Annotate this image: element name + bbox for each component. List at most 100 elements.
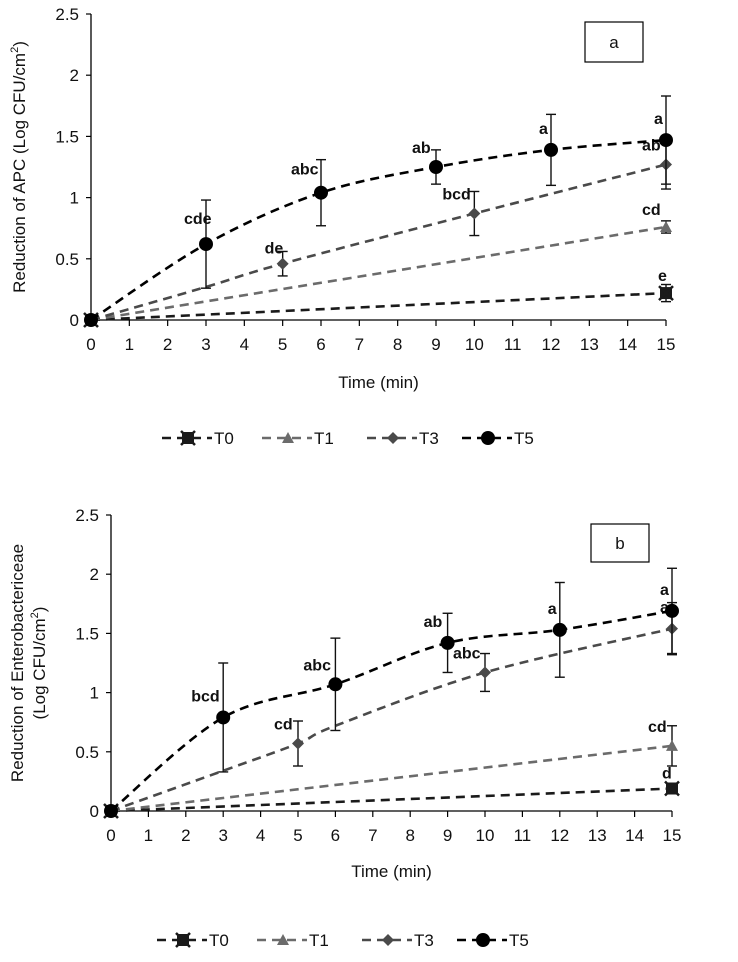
x-tick-label: 7 xyxy=(368,826,377,845)
significance-label: cd xyxy=(642,202,661,219)
data-point xyxy=(479,666,491,679)
marker-cross xyxy=(664,780,680,797)
series-T3: de bcd ab xyxy=(85,138,672,326)
panel-label: b xyxy=(615,534,624,553)
panel-label-box xyxy=(584,21,644,63)
x-tick-label: 2 xyxy=(181,826,190,845)
significance-label: cd xyxy=(648,719,667,736)
x-tick-label: 11 xyxy=(514,826,532,845)
legend-label: T1 xyxy=(314,429,334,448)
x-tick-label: 8 xyxy=(393,335,402,354)
x-tick-label: 11 xyxy=(504,335,522,354)
x-tick-label: 9 xyxy=(431,335,440,354)
x-tick-label: 8 xyxy=(405,826,414,845)
y-axis-title-line1: Reduction of Enterobactericeae xyxy=(8,544,27,782)
data-point xyxy=(552,622,567,637)
y-tick-label: 0.5 xyxy=(55,250,79,269)
y-axis-title-text: Reduction of APC (Log CFU/cm xyxy=(10,53,29,293)
significance-label: a xyxy=(548,601,557,618)
y-tick-label: 2.5 xyxy=(55,5,79,24)
legend-marker xyxy=(387,432,399,444)
x-tick-label: 3 xyxy=(218,826,227,845)
x-tick-label: 2 xyxy=(163,335,172,354)
y-axis-title-text: (Log CFU/cm xyxy=(30,618,49,719)
legend-label: T5 xyxy=(509,931,529,950)
data-point xyxy=(104,804,118,818)
x-tick-label: 3 xyxy=(201,335,210,354)
significance-label: abc xyxy=(453,645,481,662)
y-tick-label: 1 xyxy=(70,189,79,208)
panel-label-box xyxy=(590,523,650,563)
legend-marker xyxy=(282,432,294,443)
x-tick-label: 15 xyxy=(663,826,682,845)
significance-label: a xyxy=(654,111,663,128)
y-tick-label: 2 xyxy=(90,565,99,584)
legend-marker xyxy=(481,431,495,445)
data-point xyxy=(314,185,328,200)
significance-label: d xyxy=(662,766,672,783)
x-tick-label: 10 xyxy=(476,826,495,845)
legend-marker xyxy=(382,934,394,946)
legend-label: T1 xyxy=(309,931,329,950)
significance-label: bcd xyxy=(442,187,470,204)
y-tick-label: 1 xyxy=(90,684,99,703)
data-point xyxy=(276,257,289,270)
legend-label: T0 xyxy=(214,429,234,448)
x-tick-label: 1 xyxy=(125,335,134,354)
y-tick-label: 2 xyxy=(70,66,79,85)
x-tick-label: 10 xyxy=(465,335,484,354)
series-T0: d xyxy=(103,766,680,819)
y-tick-label: 0 xyxy=(70,311,79,330)
data-point xyxy=(84,313,98,327)
data-point xyxy=(199,237,213,252)
legend: T0 T1 T3 T5 xyxy=(162,429,534,448)
data-point xyxy=(665,603,679,618)
series-line xyxy=(90,291,667,322)
x-tick-label: 1 xyxy=(144,826,153,845)
x-tick-label: 15 xyxy=(657,335,676,354)
y-axis-title-superscript: 2 xyxy=(9,47,21,53)
x-tick-label: 12 xyxy=(550,826,569,845)
data-point xyxy=(660,220,672,232)
y-axis-title-text: ) xyxy=(10,41,29,47)
significance-label: abc xyxy=(291,162,319,179)
legend-marker xyxy=(175,932,191,948)
x-tick-label: 9 xyxy=(443,826,452,845)
x-tick-label: 6 xyxy=(316,335,325,354)
y-tick-label: 1.5 xyxy=(75,624,99,643)
x-tick-label: 13 xyxy=(580,335,599,354)
data-point xyxy=(658,285,674,301)
series-T1: cd xyxy=(85,202,672,325)
series-line xyxy=(110,744,673,813)
data-point xyxy=(328,677,343,692)
legend: T0 T1 T3 T5 xyxy=(157,931,529,950)
y-tick-label: 2.5 xyxy=(75,506,99,525)
x-axis-title: Time (min) xyxy=(338,373,419,392)
x-tick-label: 5 xyxy=(293,826,302,845)
x-tick-label: 0 xyxy=(86,335,95,354)
series-line xyxy=(110,787,673,813)
series-line xyxy=(110,627,673,813)
series-T0: e xyxy=(83,268,674,328)
x-tick-label: 12 xyxy=(542,335,561,354)
significance-label: ab xyxy=(424,614,443,631)
series-line xyxy=(90,225,667,322)
data-point xyxy=(292,737,304,750)
significance-label: ab xyxy=(412,140,431,157)
series-line xyxy=(90,163,667,322)
significance-label: a xyxy=(660,582,669,599)
y-tick-label: 0.5 xyxy=(75,743,99,762)
x-tick-label: 7 xyxy=(355,335,364,354)
x-tick-label: 14 xyxy=(618,335,637,354)
x-tick-label: 0 xyxy=(106,826,115,845)
significance-label: bcd xyxy=(191,688,219,705)
series-T3: cd abc a xyxy=(105,600,678,817)
data-point xyxy=(666,739,678,751)
series-line xyxy=(110,609,673,812)
x-tick-label: 4 xyxy=(240,335,249,354)
legend-marker xyxy=(180,430,196,446)
legend-label: T0 xyxy=(209,931,229,950)
data-point xyxy=(440,635,455,650)
